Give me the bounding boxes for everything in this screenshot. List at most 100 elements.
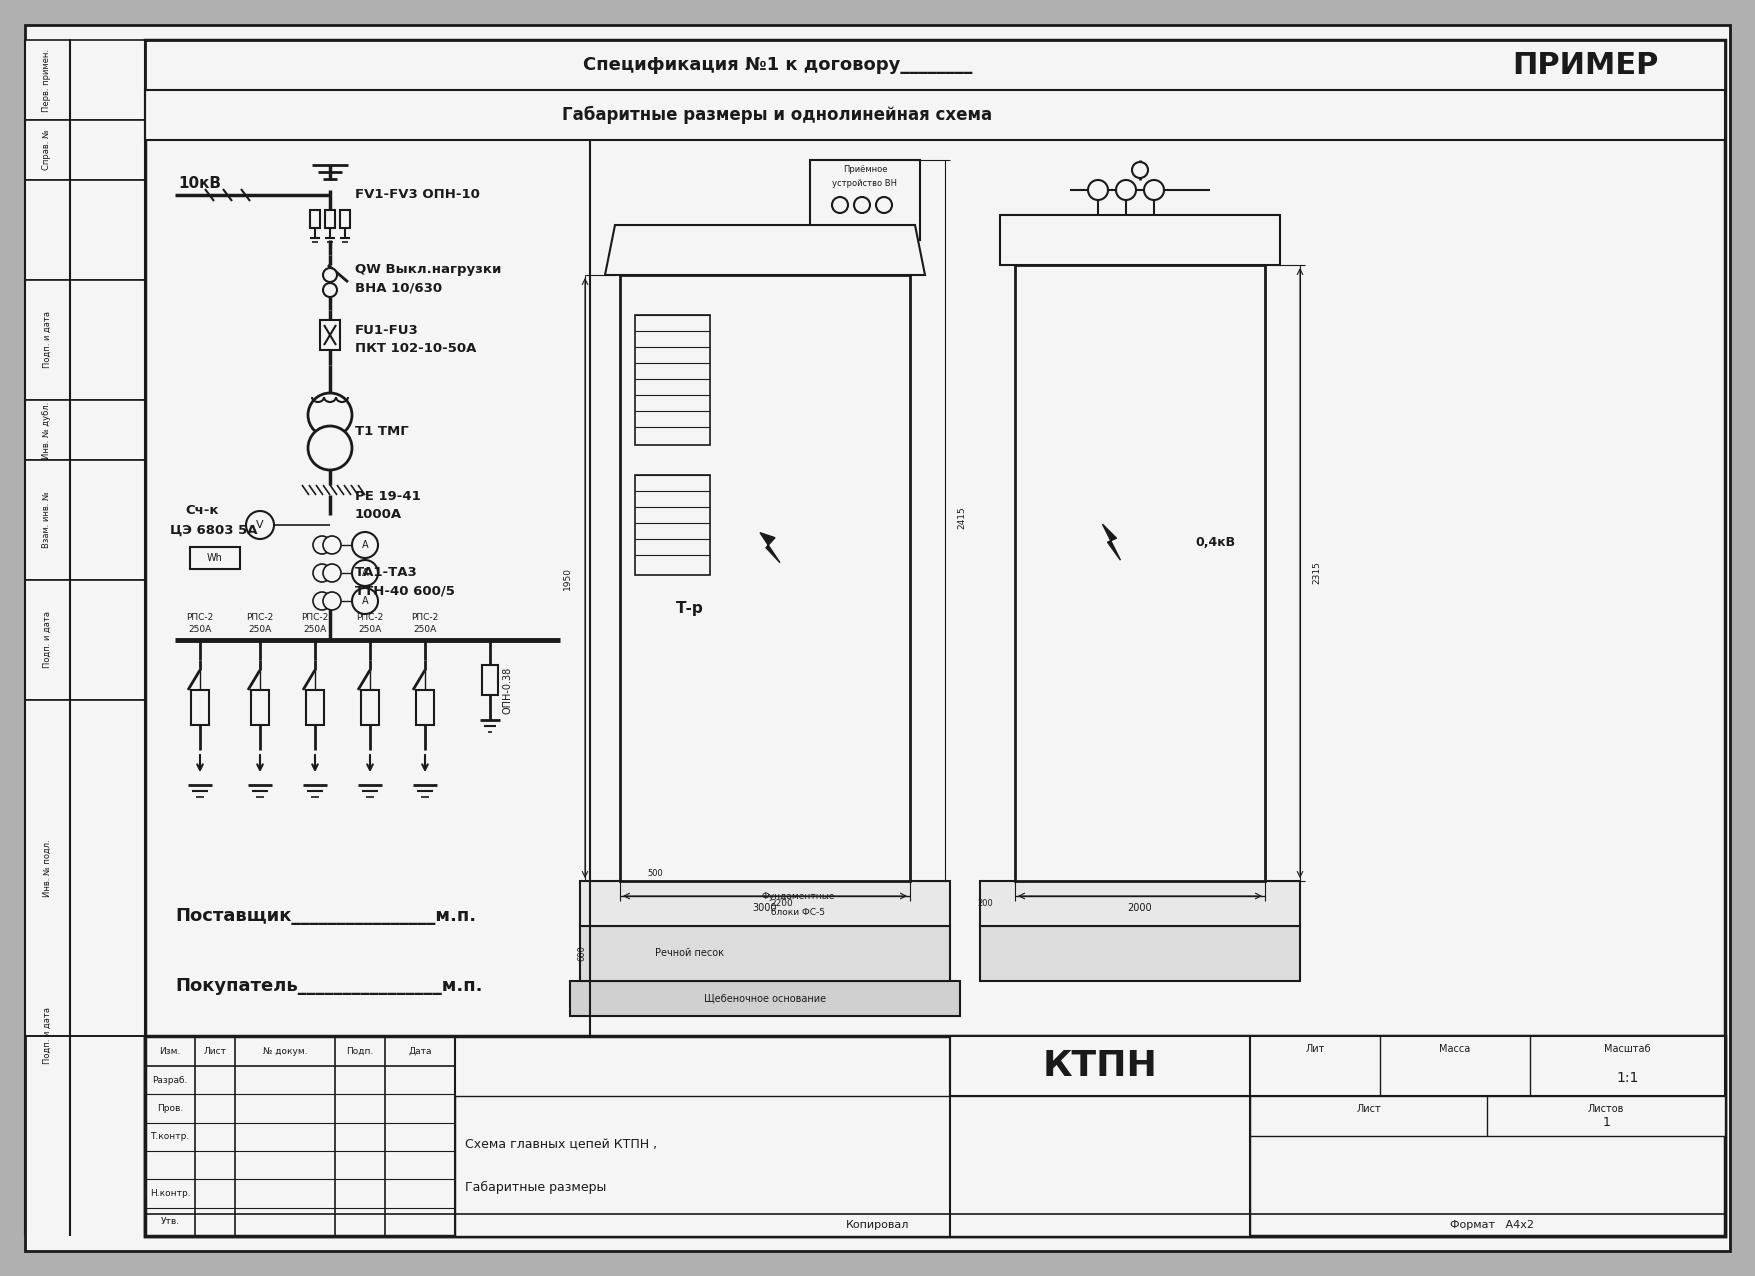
Bar bbox=[70, 461, 146, 581]
Bar bbox=[190, 547, 240, 569]
Circle shape bbox=[307, 426, 353, 470]
Bar bbox=[311, 211, 319, 228]
Text: ТА1-ТА3: ТА1-ТА3 bbox=[355, 567, 418, 579]
Bar bbox=[979, 880, 1300, 926]
Text: A: A bbox=[362, 568, 369, 578]
Bar bbox=[146, 91, 1725, 140]
Bar bbox=[191, 690, 209, 725]
Circle shape bbox=[323, 592, 340, 610]
Text: Подп. и дата: Подп. и дата bbox=[42, 611, 51, 669]
Text: Габаритные размеры: Габаритные размеры bbox=[465, 1180, 607, 1193]
Text: Масштаб: Масштаб bbox=[1604, 1044, 1651, 1054]
Text: Лист: Лист bbox=[1357, 1104, 1381, 1114]
Bar bbox=[635, 315, 711, 445]
Text: 1950: 1950 bbox=[563, 567, 572, 590]
Bar bbox=[25, 701, 70, 1036]
Text: 2415: 2415 bbox=[958, 507, 967, 530]
Circle shape bbox=[353, 588, 377, 614]
Text: A: A bbox=[362, 540, 369, 550]
Text: Щебеночное основание: Щебеночное основание bbox=[704, 994, 827, 1003]
Text: Схема главных цепей КТПН ,: Схема главных цепей КТПН , bbox=[465, 1138, 656, 1151]
Bar bbox=[1250, 1096, 1725, 1136]
Text: QW Выкл.нагрузки: QW Выкл.нагрузки bbox=[355, 264, 502, 277]
Circle shape bbox=[353, 532, 377, 558]
Bar bbox=[25, 279, 70, 399]
Circle shape bbox=[1088, 180, 1107, 200]
Circle shape bbox=[323, 268, 337, 282]
Text: Фундаментные: Фундаментные bbox=[762, 892, 835, 901]
Bar bbox=[570, 981, 960, 1016]
Circle shape bbox=[1116, 180, 1135, 200]
Text: Приёмное: Приёмное bbox=[842, 166, 888, 175]
Bar bbox=[25, 399, 70, 461]
Bar bbox=[70, 701, 146, 1036]
Bar bbox=[146, 1036, 1725, 1236]
Text: 2315: 2315 bbox=[1313, 561, 1322, 584]
Text: Подп.: Подп. bbox=[346, 1046, 374, 1055]
Text: 500: 500 bbox=[648, 869, 663, 878]
Text: 1: 1 bbox=[1602, 1115, 1609, 1128]
Text: Габаритные размеры и однолинейная схема: Габаритные размеры и однолинейная схема bbox=[562, 106, 993, 124]
Bar bbox=[70, 40, 146, 120]
Text: 250А: 250А bbox=[304, 625, 326, 634]
Text: ПКТ 102-10-50А: ПКТ 102-10-50А bbox=[355, 342, 476, 355]
Text: Подп. и дата: Подп. и дата bbox=[42, 1008, 51, 1064]
Text: 3000: 3000 bbox=[753, 903, 777, 914]
Bar bbox=[635, 475, 711, 575]
Text: Разраб.: Разраб. bbox=[153, 1076, 188, 1085]
Text: 10кВ: 10кВ bbox=[179, 176, 221, 190]
Polygon shape bbox=[605, 225, 925, 276]
Circle shape bbox=[855, 197, 870, 213]
Text: Инв. № дубл.: Инв. № дубл. bbox=[42, 402, 51, 458]
Text: РЕ 19-41: РЕ 19-41 bbox=[355, 490, 421, 504]
Bar bbox=[362, 690, 379, 725]
Text: Инв. № подл.: Инв. № подл. bbox=[42, 840, 51, 897]
Text: 250А: 250А bbox=[188, 625, 212, 634]
Polygon shape bbox=[1102, 524, 1120, 560]
Circle shape bbox=[312, 592, 332, 610]
Circle shape bbox=[307, 393, 353, 436]
Text: РПС-2: РПС-2 bbox=[356, 614, 384, 623]
Circle shape bbox=[1144, 180, 1164, 200]
Bar bbox=[319, 320, 340, 350]
Text: 250А: 250А bbox=[358, 625, 381, 634]
Text: № докум.: № докум. bbox=[263, 1046, 307, 1055]
Bar bbox=[579, 880, 949, 926]
Bar bbox=[25, 461, 70, 581]
Text: 1:1: 1:1 bbox=[1616, 1071, 1639, 1085]
Text: 2200: 2200 bbox=[770, 900, 793, 909]
Circle shape bbox=[246, 510, 274, 538]
Bar bbox=[25, 581, 70, 701]
Text: РПС-2: РПС-2 bbox=[186, 614, 214, 623]
Bar bbox=[979, 926, 1300, 981]
Text: Н.контр.: Н.контр. bbox=[149, 1189, 190, 1198]
Bar bbox=[1014, 265, 1265, 880]
Text: Спецификация №1 к договору________: Спецификация №1 к договору________ bbox=[583, 56, 972, 74]
Circle shape bbox=[1132, 162, 1148, 177]
Text: Листов: Листов bbox=[1588, 1104, 1625, 1114]
Text: РПС-2: РПС-2 bbox=[246, 614, 274, 623]
Text: Лит: Лит bbox=[1306, 1044, 1325, 1054]
Text: V: V bbox=[256, 521, 263, 530]
Text: Копировал: Копировал bbox=[846, 1220, 909, 1230]
Bar bbox=[620, 276, 911, 880]
Bar bbox=[305, 690, 325, 725]
Text: Поставщик________________м.п.: Поставщик________________м.п. bbox=[176, 907, 476, 925]
Text: 250А: 250А bbox=[414, 625, 437, 634]
Text: FU1-FU3: FU1-FU3 bbox=[355, 324, 419, 337]
Text: Речной песок: Речной песок bbox=[656, 948, 725, 958]
Text: блоки ФС-5: блоки ФС-5 bbox=[770, 909, 825, 917]
Circle shape bbox=[832, 197, 848, 213]
Bar bbox=[340, 211, 349, 228]
Bar bbox=[325, 211, 335, 228]
Text: ОПН-0.38: ОПН-0.38 bbox=[504, 666, 512, 713]
Text: 600: 600 bbox=[577, 946, 586, 961]
Bar bbox=[579, 926, 949, 981]
Bar bbox=[70, 120, 146, 180]
Text: ПРИМЕР: ПРИМЕР bbox=[1511, 51, 1658, 79]
Circle shape bbox=[312, 536, 332, 554]
Text: FV1-FV3 ОПН-10: FV1-FV3 ОПН-10 bbox=[355, 189, 479, 202]
Bar bbox=[416, 690, 433, 725]
Circle shape bbox=[876, 197, 892, 213]
Polygon shape bbox=[760, 532, 779, 563]
